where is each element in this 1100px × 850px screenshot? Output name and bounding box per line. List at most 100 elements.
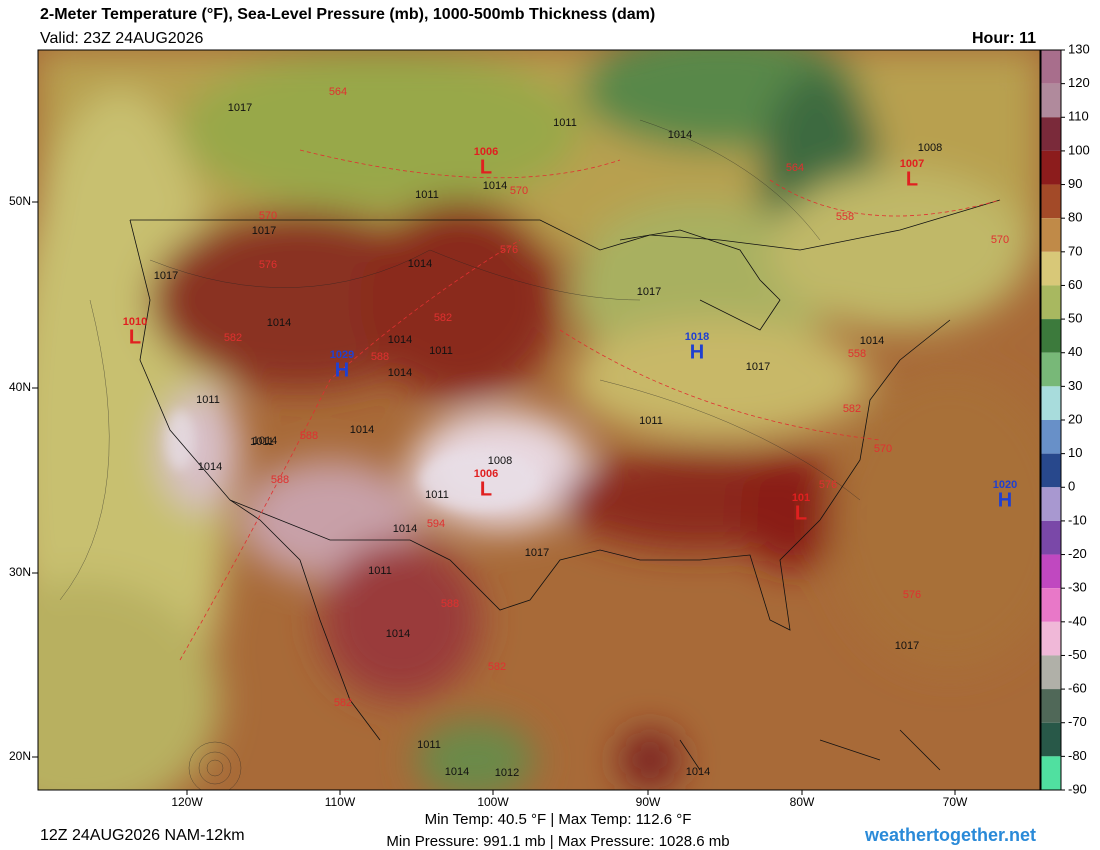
pressure-center-value: 1029	[330, 349, 354, 361]
pressure-center-letter: L	[480, 156, 492, 178]
isobar-label: 1017	[228, 102, 252, 114]
pressure-center-value: 1006	[474, 468, 498, 480]
thickness-label: 570	[510, 185, 528, 197]
isobar-label: 1017	[637, 286, 661, 298]
thickness-label: 558	[848, 348, 866, 360]
colorbar-tick-label: 100	[1068, 142, 1090, 157]
isobar-label: 1014	[686, 766, 710, 778]
pressure-stats: Min Pressure: 991.1 mb | Max Pressure: 1…	[386, 833, 729, 850]
pressure-center-value: 1006	[474, 146, 498, 158]
colorbar-tick-label: 120	[1068, 75, 1090, 90]
colorbar-tick-label: 10	[1068, 445, 1082, 460]
colorbar-segment	[1041, 453, 1061, 488]
thickness-label: 582	[434, 312, 452, 324]
title: 2-Meter Temperature (°F), Sea-Level Pres…	[40, 6, 655, 23]
colorbar-segment	[1041, 150, 1061, 185]
lon-label: 120W	[171, 795, 203, 809]
thickness-label: 564	[329, 86, 347, 98]
thickness-label: 582	[334, 697, 352, 709]
colorbar-segment	[1041, 554, 1061, 589]
colorbar-segment	[1041, 689, 1061, 723]
isobar-label: 1017	[525, 547, 549, 559]
colorbar-segment	[1041, 50, 1061, 84]
thickness-label: 564	[786, 162, 804, 174]
isobar-label: 1014	[198, 461, 222, 473]
colorbar-tick-label: -70	[1068, 714, 1087, 729]
thickness-label: 582	[488, 661, 506, 673]
lat-label: 30N	[9, 565, 31, 579]
isobar-label: 1008	[918, 142, 942, 154]
isobar-label: 1014	[350, 424, 374, 436]
colorbar-segment	[1041, 655, 1061, 690]
thickness-label: 582	[224, 332, 242, 344]
colorbar-segment	[1041, 420, 1061, 454]
isobar-label: 1011	[368, 565, 392, 577]
colorbar-tick-label: 90	[1068, 176, 1082, 191]
isobar-label: 1011	[417, 739, 441, 751]
colorbar-tick-label: -90	[1068, 781, 1087, 796]
map-frame	[37, 49, 1041, 791]
colorbar-tick-label: 0	[1068, 479, 1075, 494]
thickness-label: 576	[500, 244, 518, 256]
isobar-label: 1014	[445, 766, 469, 778]
colorbar-segment	[1041, 520, 1061, 555]
pressure-center-value: 101	[792, 492, 810, 504]
thickness-label: 576	[903, 589, 921, 601]
pressure-center-letter: L	[129, 326, 141, 348]
thickness-label: 558	[836, 211, 854, 223]
colorbar-tick-label: -20	[1068, 546, 1087, 561]
isobar-label: 1011	[196, 394, 220, 406]
colorbar-tick-label: 130	[1068, 41, 1090, 56]
pressure-center-letter: H	[335, 359, 349, 381]
lon-label: 110W	[325, 795, 356, 809]
thickness-label: 576	[259, 259, 277, 271]
isobar-label: 1008	[488, 455, 512, 467]
colorbar-tick-label: 110	[1068, 109, 1089, 124]
colorbar-tick-label: -50	[1068, 647, 1087, 662]
pressure-center-letter: L	[480, 478, 492, 500]
colorbar-tick-label: -30	[1068, 580, 1087, 595]
boundaries	[129, 199, 1001, 771]
site-name[interactable]: weathertogether.net	[864, 825, 1036, 845]
colorbar-segment	[1041, 352, 1061, 387]
valid-time: Valid: 23Z 24AUG2026	[40, 30, 203, 47]
colorbar-segment	[1041, 386, 1061, 420]
thickness-label: 570	[991, 234, 1009, 246]
colorbar-tick-label: 20	[1068, 411, 1082, 426]
colorbar-segment	[1041, 83, 1061, 118]
temp-stats: Min Temp: 40.5 °F | Max Temp: 112.6 °F	[425, 811, 692, 828]
isobar-label: 1017	[252, 225, 276, 237]
isobar-label: 1014	[668, 129, 692, 141]
lat-label: 50N	[9, 194, 31, 208]
thickness-label: 588	[300, 430, 318, 442]
colorbar-tick-label: -80	[1068, 748, 1087, 763]
isobar-label: 1014	[267, 317, 291, 329]
thickness-label: 570	[259, 210, 277, 222]
isobar-label: 1014	[388, 334, 412, 346]
pressure-center-letter: L	[906, 168, 918, 190]
isobar-label: 1014	[860, 335, 884, 347]
thickness-label: 570	[874, 443, 892, 455]
lat-label: 40N	[9, 380, 31, 394]
lon-label: 80W	[790, 795, 815, 809]
colorbar-tick-label: 50	[1068, 311, 1082, 326]
pressure-center-letter: H	[998, 489, 1012, 511]
colorbar-tick-label: -10	[1068, 512, 1087, 527]
forecast-hour: Hour: 11	[972, 30, 1036, 47]
colorbar-segment	[1041, 588, 1061, 622]
isobar-label: 1014	[393, 523, 417, 535]
pressure-center-value: 1010	[123, 316, 147, 328]
thickness-lines	[179, 149, 1001, 661]
colorbar-tick-label: 40	[1068, 344, 1082, 359]
colorbar-tick-label: 80	[1068, 210, 1082, 225]
isobar-label: 1011	[415, 189, 439, 201]
colorbar-segment	[1041, 285, 1061, 320]
colorbar-segment	[1041, 621, 1061, 656]
pressure-center-letter: H	[690, 341, 704, 363]
colorbar-segment	[1041, 117, 1061, 151]
lon-label: 100W	[477, 795, 509, 809]
hot-spots	[165, 410, 540, 510]
map: 1010L1029H1006L1006L1018H101L1007L1020H1…	[38, 50, 1040, 790]
isobar-label: 1017	[895, 640, 919, 652]
